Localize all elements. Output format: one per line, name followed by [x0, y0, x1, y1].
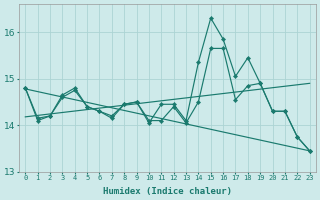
- X-axis label: Humidex (Indice chaleur): Humidex (Indice chaleur): [103, 187, 232, 196]
